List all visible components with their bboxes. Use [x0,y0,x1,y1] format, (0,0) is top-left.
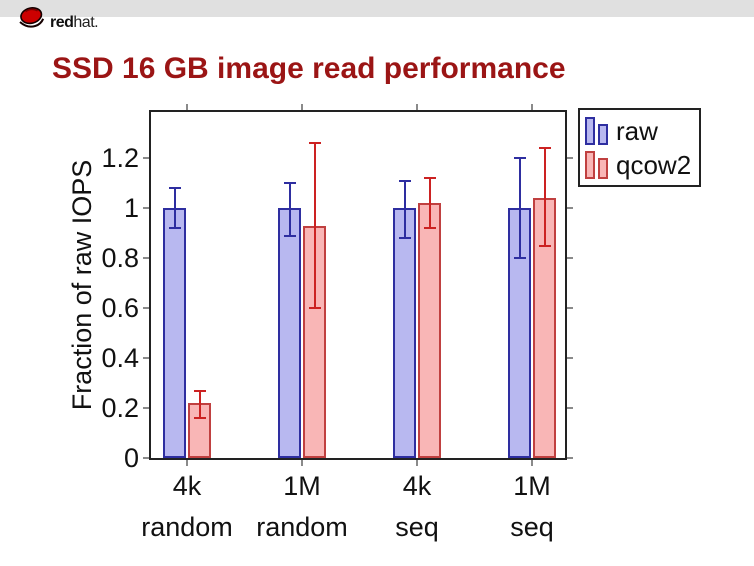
error-bar-cap-top [193,389,206,392]
y-tick-right [567,157,573,159]
x-tick-bottom [301,460,303,466]
qcow2-swatch-bar [585,151,595,179]
error-bar-line [173,188,176,228]
x-tick-label-line: 4k [402,471,432,501]
legend-item-raw: raw [585,114,694,147]
y-tick-left [143,307,149,309]
error-bar-cap-bottom [398,237,411,239]
error-bar-line [518,158,521,258]
x-tick-label: 4k seq [342,466,492,548]
y-tick-right [567,457,573,459]
y-tick-right [567,307,573,309]
error-bar-cap-top [513,157,526,159]
wordmark-dot: . [94,14,99,31]
wordmark-hat: hat [73,14,95,31]
error-bar-line [313,143,316,308]
redhat-wordmark: redhat. [50,14,99,31]
x-tick-label-line: seq [510,512,554,542]
raw-swatch-bar [585,117,595,145]
error-bar-cap-bottom [193,417,206,419]
raw-swatch-bar [598,124,608,145]
x-tick-bottom [416,460,418,466]
y-tick-right [567,407,573,409]
error-bar-cap-top [423,177,436,179]
header-band [0,0,754,17]
y-tick-left [143,357,149,359]
slide-title: SSD 16 GB image read performance [52,52,566,85]
error-bar-cap-top [283,182,296,184]
x-tick-top [301,104,303,110]
error-bar-cap-bottom [538,244,551,247]
x-tick-label: 1M random [227,466,377,548]
error-bar-line [428,178,431,228]
x-tick-bottom [531,460,533,466]
x-tick-top [186,104,188,110]
error-bar-cap-bottom [283,234,296,237]
error-bar-cap-bottom [308,307,321,309]
qcow2-swatch-bar [598,158,608,179]
bar-raw-4k-random [163,208,186,458]
y-tick-right [567,257,573,259]
legend-label-qcow2: qcow2 [616,149,692,180]
y-tick-label: 1 [123,193,139,223]
x-tick-label-line: random [256,512,348,542]
error-bar-cap-top [168,187,181,189]
y-tick-left [143,457,149,459]
x-tick-top [531,104,533,110]
x-tick-top [416,104,418,110]
error-bar-line [543,148,546,246]
y-tick-label: 0 [123,443,139,473]
x-tick-label: 4k random [112,466,262,548]
x-tick-label-line: random [141,512,233,542]
error-bar-cap-bottom [168,227,181,229]
wordmark-red: red [50,14,74,31]
y-tick-label: 0.6 [101,293,139,323]
qcow2-series-swatch-icon [585,150,616,179]
error-bar-cap-top [538,147,551,149]
y-tick-label: 0.2 [101,393,139,423]
x-tick-label-line: 1M [513,471,551,501]
y-tick-left [143,257,149,259]
error-bar-cap-bottom [513,257,526,259]
x-tick-label-line: seq [395,512,439,542]
error-bar-cap-top [398,179,411,182]
y-tick-label: 1.2 [101,143,139,173]
x-tick-label-line: 4k [172,471,202,501]
y-tick-left [143,157,149,159]
bar-qcow2-4k-seq [418,203,441,458]
x-tick-label-line: 1M [283,471,321,501]
error-bar-line [288,183,291,236]
redhat-hat-icon [19,7,45,28]
y-tick-label: 0.4 [101,343,139,373]
plot-area [149,110,567,460]
bar-raw-1M-random [278,208,301,458]
raw-series-swatch-icon [585,116,616,145]
legend-label-raw: raw [616,115,658,146]
x-tick-label: 1M seq [457,466,607,548]
y-tick-left [143,207,149,209]
error-bar-line [198,390,201,418]
y-tick-left [143,407,149,409]
redhat-logo: redhat. [16,5,99,31]
y-tick-right [567,357,573,359]
error-bar-cap-top [308,142,321,144]
legend: raw qcow2 [578,108,701,187]
y-tick-right [567,207,573,209]
error-bar-cap-bottom [423,227,436,229]
y-tick-label: 0.8 [101,243,139,273]
legend-item-qcow2: qcow2 [585,148,694,181]
error-bar-line [403,180,406,238]
x-tick-bottom [186,460,188,466]
bar-raw-4k-seq [393,208,416,458]
